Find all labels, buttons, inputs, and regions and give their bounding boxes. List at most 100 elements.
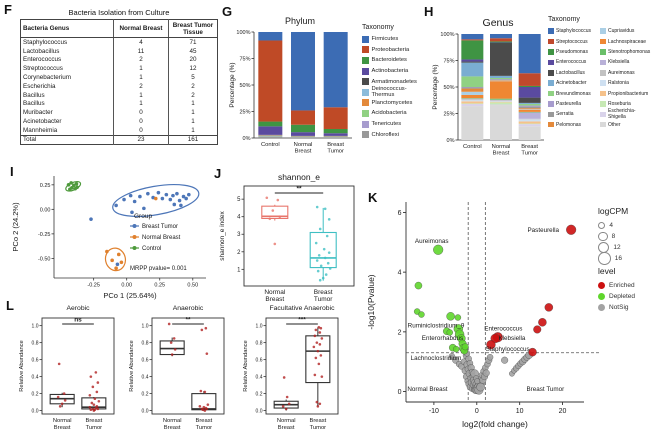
y-axis-label: PCo 2 (24.2%) [11, 202, 20, 252]
facultative-anaerobic-boxplot: Facultative Anaerobic 0.0 0.2 0.4 0.6 0.8 1.0 R… [243, 305, 339, 431]
genus-stacked-bar-chart: Genus Percentage (%) 0% 25% 50% 75% 100% Contro… [432, 17, 544, 157]
bar-segment [490, 101, 512, 102]
volcano-point [433, 244, 444, 255]
bar-segment [323, 107, 348, 129]
x-category-label: Breast [327, 142, 344, 148]
phylum-legend: Taxonomy Firmicutes Proteobacteria Bacteroi… [362, 24, 422, 140]
bar-segment [461, 61, 484, 63]
plot-frame [151, 317, 225, 415]
x-category-label: Breast [54, 425, 71, 431]
table-cell: 1 [113, 99, 169, 109]
jitter-point [88, 394, 92, 397]
data-point [116, 252, 121, 257]
legend-swatch-icon [548, 121, 554, 128]
panel-f-label: F [4, 2, 12, 17]
data-point [74, 182, 79, 186]
table-cell: Muribacter [23, 109, 53, 117]
jitter-point [326, 261, 330, 265]
legend-swatch-icon [600, 49, 606, 55]
jitter-point [205, 352, 209, 355]
y-axis-label: Percentage (%) [229, 62, 236, 107]
volcano-point [486, 354, 494, 361]
data-point [172, 202, 177, 207]
legend-item: Klebsiella [600, 57, 650, 67]
bar-segment [461, 91, 484, 95]
data-point [69, 181, 73, 185]
data-point [142, 206, 146, 211]
bar-segment [461, 103, 484, 104]
level-dot-icon [598, 293, 605, 300]
jitter-point [318, 331, 322, 334]
jitter-point [167, 322, 171, 326]
bar-segment [490, 34, 512, 39]
bar-segment [518, 108, 541, 110]
y-tick-label: 0.8 [256, 341, 263, 347]
bar-segment [461, 94, 484, 99]
table-cell: 20 [168, 55, 218, 65]
x-category-label: Breast [295, 149, 312, 155]
legend-swatch-icon [600, 101, 606, 107]
jitter-point [328, 267, 332, 270]
jitter-point [201, 408, 205, 412]
y-axis-label: Relative Abundance [19, 340, 25, 392]
data-point [130, 210, 134, 215]
x-category-label: Control [261, 142, 280, 148]
chart-title: shannon_e [278, 172, 320, 182]
legend-swatch-icon [548, 111, 554, 118]
table-cell: 71 [168, 37, 218, 47]
jitter-point [63, 399, 67, 402]
legend-item: Armatimonadetes [362, 76, 422, 87]
y-tick-label: 1.0 [142, 324, 149, 330]
bar-segment [490, 79, 512, 81]
jitter-point [172, 337, 176, 340]
significance-label: ** [296, 186, 302, 193]
y-tick-label: 0.2 [256, 392, 263, 398]
legend-label: Propionibacterium [608, 90, 649, 97]
data-point [146, 191, 150, 196]
jitter-point [327, 251, 331, 254]
bar-segment [518, 34, 541, 74]
jitter-point [90, 401, 94, 405]
y-tick-label: 3 [237, 232, 241, 238]
bar-segment [490, 41, 512, 43]
legend-item: Tenericutes [362, 119, 422, 130]
significance-label: ns [74, 317, 82, 324]
size-label: 4 [609, 222, 614, 229]
jitter-point [93, 397, 97, 401]
legend-label: Control [142, 246, 161, 252]
y-tick-label: 50% [239, 83, 250, 89]
data-point [181, 194, 186, 199]
aerobic-boxplot: Aerobic 0.0 0.2 0.4 0.6 0.8 1.0 Relative Abunda… [19, 305, 115, 431]
jitter-point [317, 362, 321, 366]
jitter-point [268, 217, 272, 221]
legend-label: Planctomycetes [371, 99, 413, 106]
legend-item: Brevundimonas [548, 88, 600, 98]
legend-swatch-icon [548, 59, 554, 66]
y-tick-label: 50% [443, 85, 454, 91]
y-tick-label: 100% [440, 32, 454, 38]
bar-segment [461, 106, 484, 140]
bar-segment [258, 136, 283, 137]
bar-segment [461, 87, 484, 88]
x-tick-label: 0 [475, 408, 479, 415]
y-tick-label: 1.0 [32, 324, 39, 330]
column-header: Bacteria Genus [20, 19, 114, 38]
phylum-stacked-bar-chart: Phylum Percentage (%) 0% 25% 50% 75% 100% Contr… [229, 16, 352, 155]
bar-segment [461, 39, 484, 41]
jitter-point [313, 373, 317, 377]
jitter-point [316, 269, 320, 273]
bar-segment [258, 40, 283, 122]
bar-segment [461, 88, 484, 92]
point-label: Pasteurella [527, 227, 559, 234]
x-category-label: Tumor [327, 149, 344, 155]
table-row: Streptococcus 1 12 [21, 64, 218, 74]
jitter-point [265, 196, 269, 200]
legend-swatch-icon [600, 70, 606, 76]
table-cell: 1 [113, 90, 169, 100]
table-cell: 1 [168, 125, 218, 136]
size-label: 8 [611, 233, 616, 240]
data-point [175, 191, 179, 196]
bar-segment [461, 99, 484, 101]
bar-segment [490, 100, 512, 102]
